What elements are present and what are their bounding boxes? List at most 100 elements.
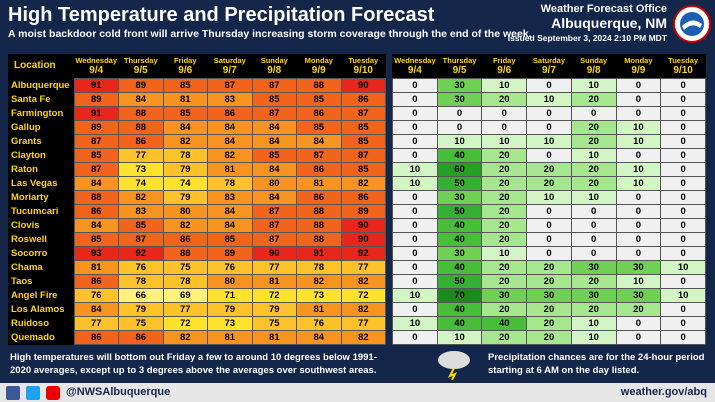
temp-cell: 84 [73,218,119,233]
row: Los Alamos 84 79 77 79 79 81 82 [8,302,386,317]
temp-cell: 81 [207,162,253,177]
row: Albuquerque 91 89 85 87 87 88 90 [8,78,386,93]
precip-cell: 40 [436,302,483,317]
precip-cell: 0 [526,204,572,219]
header-row: Location Wednesday 9/4 Thursday 9/5 Friday 9/6… [8,54,386,79]
temp-cell: 88 [162,246,208,261]
precip-cell: 30 [436,92,483,107]
row: 0 30 10 0 10 0 0 [392,78,706,93]
day-name: Thursday [123,56,158,65]
temp-cell: 75 [162,260,208,275]
temp-cell: 85 [73,148,119,163]
row: 10 70 30 30 30 30 10 [392,288,706,303]
location: Farmington [11,108,64,119]
precip-cell: 20 [481,176,528,191]
day-date: 9/4 [89,65,104,76]
day-date: 9/8 [586,65,601,76]
temp-cell: 84 [207,134,253,149]
temp-cell: 86 [73,330,119,345]
precip-cell: 0 [392,330,438,345]
temp-cell: 84 [162,120,208,135]
location: Albuquerque [11,80,70,91]
temp-cell: 86 [340,190,386,205]
precip-cell: 20 [615,302,662,317]
temp-cell: 84 [251,190,297,205]
precip-cell: 0 [526,78,572,93]
day-header: Wednesday 9/4 [74,54,119,79]
precip-cell: 20 [481,148,528,163]
day-name: Sunday [260,56,288,65]
temp-cell: 87 [251,218,297,233]
row: Farmington 91 88 85 86 87 86 87 [8,106,386,121]
location: Chama [11,262,43,273]
location: Ruidoso [11,318,49,329]
title: High Temperature and Precipitation Forec… [8,4,435,26]
precip-cell: 0 [392,92,438,107]
temp-cell: 84 [251,162,297,177]
precip-cell: 0 [570,232,617,247]
day-header: Thursday 9/5 [437,54,482,79]
precip-cell: 0 [392,120,438,135]
temp-cell: 79 [118,302,164,317]
precip-cell: 20 [570,120,617,135]
row: Raton 87 73 79 81 84 86 85 [8,162,386,177]
row: Las Vegas 84 74 74 78 80 81 82 [8,176,386,191]
precip-cell: 0 [615,218,662,233]
precip-cell: 10 [481,134,528,149]
precip-cell: 10 [392,288,438,303]
precip-cell: 20 [481,92,528,107]
temp-cell: 87 [340,148,386,163]
day-date: 9/6 [497,65,512,76]
temp-cell: 85 [340,162,386,177]
temp-cell: 84 [207,218,253,233]
temp-cell: 85 [207,232,253,247]
temp-cell: 93 [73,246,119,261]
day-date: 9/9 [311,65,326,76]
temp-cell: 85 [296,92,342,107]
temp-cell: 86 [118,134,164,149]
precip-cell: 20 [481,302,528,317]
day-header: Saturday 9/7 [527,54,572,79]
temp-cell: 86 [296,162,342,177]
precip-cell: 0 [526,246,572,261]
row: Socorro 93 92 88 89 90 91 92 [8,246,386,261]
temp-cell: 78 [162,148,208,163]
temp-cell: 79 [162,162,208,177]
day-date: 9/6 [178,65,193,76]
subtitle: A moist backdoor cold front will arrive … [8,28,532,40]
row: 0 40 20 0 0 0 0 [392,232,706,247]
precip-cell: 0 [392,106,438,121]
temp-cell: 91 [296,246,342,261]
temp-cell: 88 [296,204,342,219]
precip-cell: 0 [660,316,706,331]
precip-cell: 0 [570,106,617,121]
precip-cell: 10 [392,316,438,331]
precip-cell: 10 [570,316,617,331]
precip-cell: 0 [392,302,438,317]
temp-cell: 87 [73,162,119,177]
precip-cell: 0 [660,204,706,219]
precip-cell: 10 [526,92,572,107]
temp-cell: 73 [296,288,342,303]
precip-cell: 20 [570,134,617,149]
precip-cell: 10 [615,162,662,177]
day-name: Saturday [532,56,566,65]
day-name: Sunday [580,56,608,65]
precip-cell: 0 [660,190,706,205]
temp-cell: 86 [296,190,342,205]
precip-cell: 10 [436,330,483,345]
temp-cell: 85 [296,120,342,135]
precip-cell: 30 [436,190,483,205]
day-header: Saturday 9/7 [208,54,253,79]
temp-cell: 75 [251,316,297,331]
precip-cell: 0 [660,134,706,149]
precip-cell: 40 [481,316,528,331]
precip-table: Wednesday 9/4 Thursday 9/5 Friday 9/6 Saturday… [392,54,706,345]
temp-cell: 82 [162,218,208,233]
weather-icon [438,351,470,380]
temp-cell: 77 [162,302,208,317]
temp-cell: 84 [251,134,297,149]
temp-cell: 85 [340,134,386,149]
